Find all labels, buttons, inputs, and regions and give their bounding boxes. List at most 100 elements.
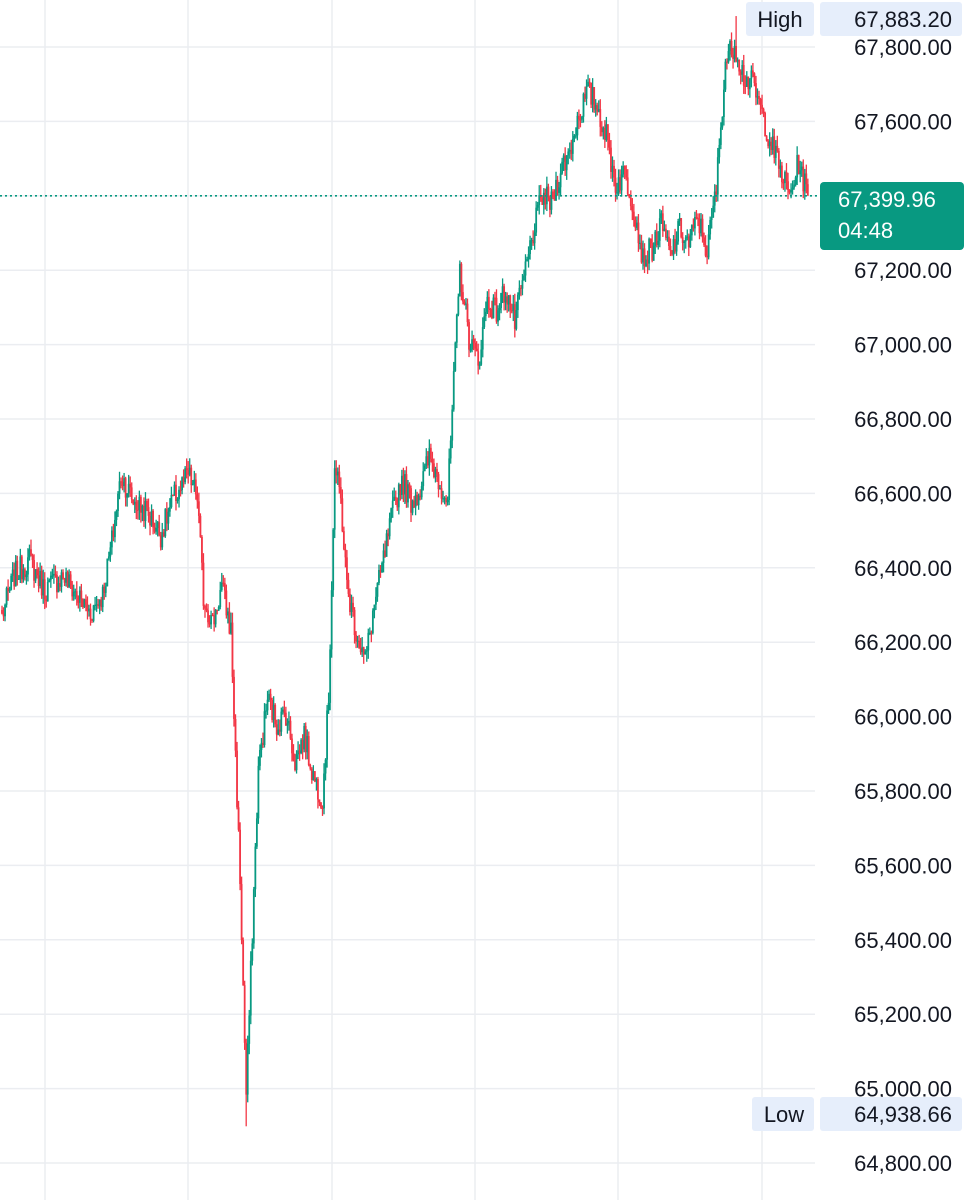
candle-body (355, 635, 357, 642)
candle-264 (404, 470, 406, 504)
candle-305 (466, 298, 469, 327)
candle-body (307, 736, 310, 766)
candle-483 (738, 59, 741, 76)
candle-237 (362, 646, 365, 664)
candle-234 (358, 634, 361, 649)
high-value-badge (820, 2, 962, 36)
candle-63 (97, 598, 100, 609)
candle-407 (622, 161, 625, 178)
candle-383 (585, 79, 588, 106)
candle-body (281, 709, 284, 712)
candle-526 (803, 168, 806, 200)
candle-74 (114, 511, 116, 543)
candle-435 (665, 224, 667, 241)
candle-body (454, 342, 457, 372)
y-tick-label: 67,600.00 (854, 109, 952, 134)
candle-body (411, 500, 414, 513)
candle-117 (179, 480, 182, 497)
candle-body (225, 590, 228, 616)
candle-body (472, 339, 475, 343)
candle-body (436, 469, 438, 475)
candle-271 (414, 489, 417, 516)
candle-317 (484, 301, 487, 322)
candle-464 (709, 216, 712, 240)
candle-121 (185, 458, 188, 479)
candle-226 (346, 550, 348, 590)
candle-body (359, 648, 362, 653)
candle-73 (112, 523, 115, 542)
candle-body (584, 93, 586, 99)
candle-498 (761, 94, 763, 115)
candle-body (510, 310, 513, 312)
candle-35 (54, 565, 57, 578)
candle-261 (399, 483, 402, 501)
candle-399 (610, 140, 612, 179)
candle-309 (472, 334, 475, 351)
candle-body (259, 749, 261, 766)
candle-body (494, 297, 496, 299)
candle-62 (95, 595, 98, 612)
candle-324 (495, 289, 498, 324)
candle-body (112, 530, 115, 538)
candle-body (353, 609, 356, 636)
candle-body (295, 754, 298, 771)
candle-527 (805, 164, 808, 194)
candle-body (465, 303, 467, 305)
candle-body (402, 475, 405, 495)
candle-20 (31, 553, 34, 569)
candle-292 (446, 496, 449, 506)
candle-373 (570, 139, 573, 161)
candle-body (54, 573, 57, 576)
candle-36 (56, 571, 58, 599)
candle-95 (146, 498, 148, 512)
candle-165 (252, 886, 255, 949)
candle-body (37, 575, 40, 586)
candle-body (544, 192, 547, 205)
candle-body (616, 192, 618, 194)
candle-103 (158, 514, 161, 537)
y-tick-label: 65,600.00 (854, 853, 952, 878)
candle-body (452, 371, 455, 410)
candle-198 (303, 722, 306, 753)
candle-147 (225, 584, 228, 619)
candle-429 (655, 223, 658, 248)
candle-body (695, 217, 698, 219)
candle-423 (646, 250, 649, 274)
candle-body (75, 591, 78, 598)
candle-327 (500, 292, 502, 314)
candle-366 (559, 163, 562, 196)
candle-body (652, 245, 655, 261)
candle-body (266, 699, 269, 711)
candle-body (236, 750, 238, 808)
candle-body (524, 261, 527, 276)
candle-body (651, 243, 654, 261)
candle-296 (452, 361, 455, 412)
candle-182 (278, 719, 281, 737)
candle-42 (65, 567, 68, 587)
candle-body (684, 237, 687, 242)
candle-343 (524, 254, 527, 283)
candle-203 (310, 767, 313, 784)
candle-body (65, 572, 68, 583)
candle-398 (608, 132, 611, 155)
candle-54 (83, 598, 86, 609)
candle-27 (42, 569, 45, 604)
candle-89 (136, 500, 139, 520)
candle-body (187, 470, 190, 475)
candle-body (788, 189, 791, 193)
candle-439 (671, 249, 673, 257)
candle-body (51, 575, 54, 577)
candle-body (607, 124, 609, 141)
candle-105 (161, 522, 164, 550)
candle-496 (758, 90, 760, 105)
candle-body (718, 144, 721, 158)
candle-body (330, 590, 333, 650)
candle-119 (182, 469, 185, 488)
candle-422 (645, 255, 647, 268)
candle-body (298, 750, 301, 754)
candle-body (312, 771, 315, 780)
candle-body (153, 527, 156, 532)
candle-404 (617, 169, 620, 196)
